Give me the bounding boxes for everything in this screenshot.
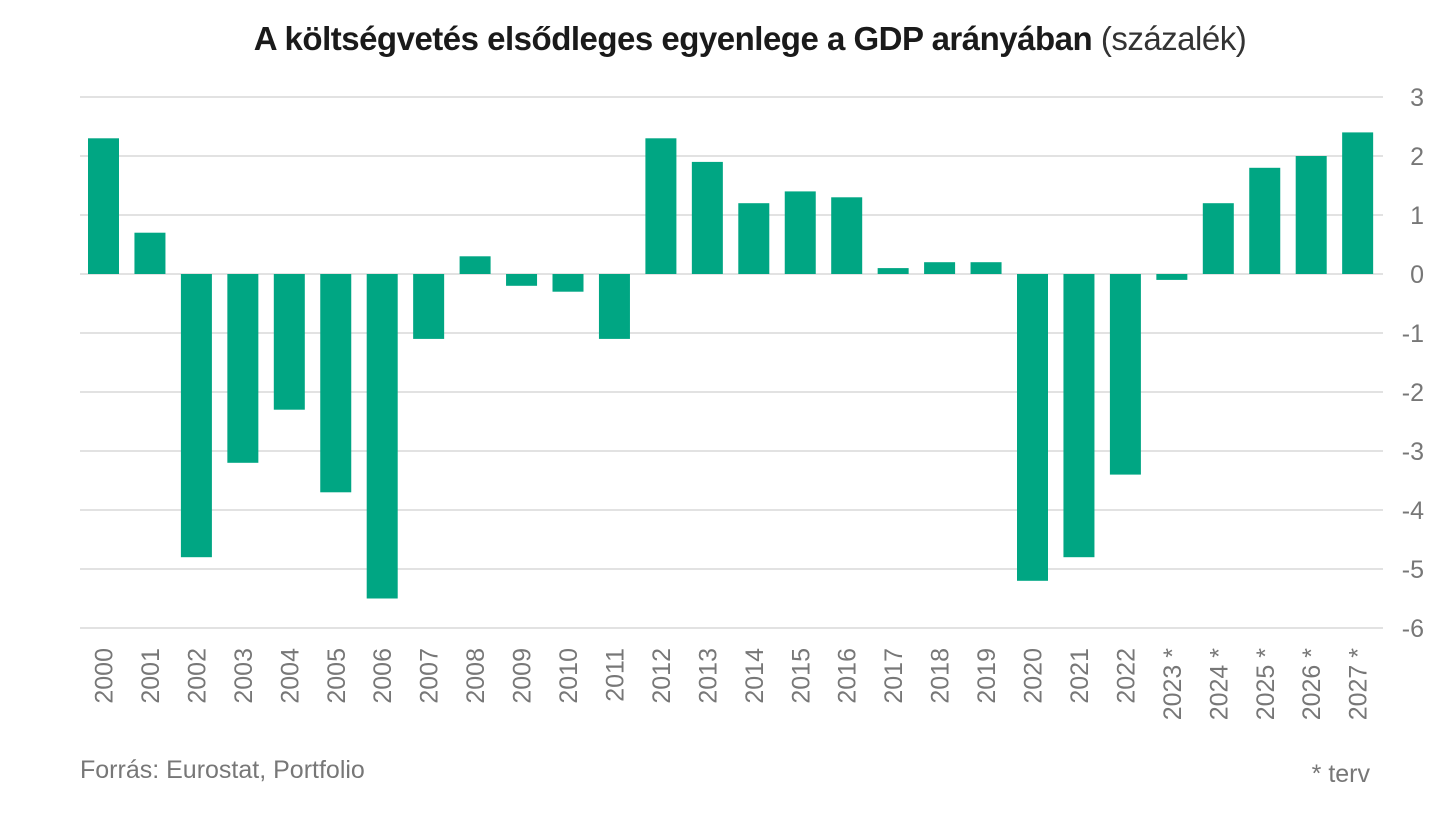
bar-2003 <box>227 274 259 463</box>
bar-2009 <box>506 274 538 286</box>
bar-2016 <box>831 197 863 274</box>
bar-2012 <box>645 138 677 274</box>
x-tick-label: 2012 <box>648 648 676 704</box>
x-tick-label: 2017 <box>880 648 908 704</box>
x-tick-label: 2021 <box>1066 648 1094 704</box>
x-axis-ticks: 2000 2001 2002 2003 2004 2005 2006 2007 2008 2009… <box>91 648 1373 721</box>
bar-2010 <box>552 274 584 292</box>
x-tick-label: 2018 <box>927 648 955 704</box>
x-tick-label: 2007 <box>416 648 444 704</box>
bar-2019 <box>970 262 1002 274</box>
bar-2015 <box>784 191 816 274</box>
bar-2025 <box>1249 167 1281 274</box>
y-tick-label: -6 <box>1402 615 1424 643</box>
x-tick-label: 2000 <box>91 648 119 704</box>
source-note: Forrás: Eurostat, Portfolio <box>80 756 365 784</box>
forecast-footnote: * terv <box>1311 760 1370 788</box>
y-tick-label: 1 <box>1410 202 1424 230</box>
x-tick-label: 2003 <box>230 648 258 704</box>
bar-2018 <box>924 262 956 274</box>
x-tick-label: 2001 <box>137 648 165 704</box>
bar-2006 <box>366 274 398 599</box>
bar-2017 <box>877 268 909 274</box>
x-tick-label: 2016 <box>834 648 862 704</box>
x-tick-label: 2023 * <box>1159 648 1187 721</box>
bar-2011 <box>598 274 630 339</box>
x-tick-label: 2005 <box>323 648 351 704</box>
bar-2014 <box>738 203 770 274</box>
y-tick-label: -3 <box>1402 438 1424 466</box>
x-tick-label: 2002 <box>183 648 211 704</box>
bar-2000 <box>88 138 119 274</box>
x-tick-label: 2010 <box>555 648 583 704</box>
x-tick-label: 2014 <box>741 648 769 704</box>
chart-title-unit: (százalék) <box>1100 20 1247 57</box>
bar-2001 <box>134 232 166 274</box>
x-tick-label: 2020 <box>1020 648 1048 704</box>
x-tick-label: 2008 <box>462 648 490 704</box>
y-tick-label: 2 <box>1410 143 1424 171</box>
x-tick-label: 2009 <box>509 648 537 704</box>
bar-2027 <box>1342 132 1374 274</box>
bars <box>88 132 1374 599</box>
bar-2002 <box>180 274 212 558</box>
bar-2005 <box>320 274 352 493</box>
x-tick-label: 2015 <box>787 648 815 704</box>
bar-2013 <box>691 161 723 274</box>
bar-2020 <box>1017 274 1048 581</box>
y-tick-label: -5 <box>1402 556 1424 584</box>
bar-2023 <box>1156 274 1188 280</box>
y-tick-label: -1 <box>1402 320 1424 348</box>
x-tick-label: 2019 <box>973 648 1001 704</box>
x-tick-label: 2011 <box>601 648 629 702</box>
bar-2008 <box>459 256 491 274</box>
y-tick-label: 0 <box>1410 261 1424 289</box>
chart-title: A költségvetés elsődleges egyenlege a GD… <box>0 20 1456 58</box>
x-tick-label: 2024 * <box>1205 648 1233 721</box>
chart-title-main: A költségvetés elsődleges egyenlege a GD… <box>253 20 1093 57</box>
x-tick-label: 2026 * <box>1298 648 1326 721</box>
x-tick-label: 2006 <box>369 648 397 704</box>
bar-2026 <box>1295 156 1327 274</box>
x-tick-label: 2022 <box>1112 648 1140 704</box>
x-tick-label: 2013 <box>694 648 722 704</box>
bar-2007 <box>413 274 445 339</box>
x-tick-label: 2004 <box>276 648 304 704</box>
bar-2021 <box>1063 274 1095 558</box>
y-axis-ticks: 3 2 1 0 -1 -2 -3 -4 -5 -6 <box>1402 84 1424 643</box>
bar-2024 <box>1202 203 1234 274</box>
y-tick-label: -2 <box>1402 379 1424 407</box>
y-tick-label: -4 <box>1402 497 1424 525</box>
y-tick-label: 3 <box>1410 84 1424 112</box>
x-tick-label: 2027 * <box>1345 648 1373 721</box>
x-tick-label: 2025 * <box>1252 648 1280 721</box>
bar-2022 <box>1109 274 1141 475</box>
bar-2004 <box>273 274 305 410</box>
